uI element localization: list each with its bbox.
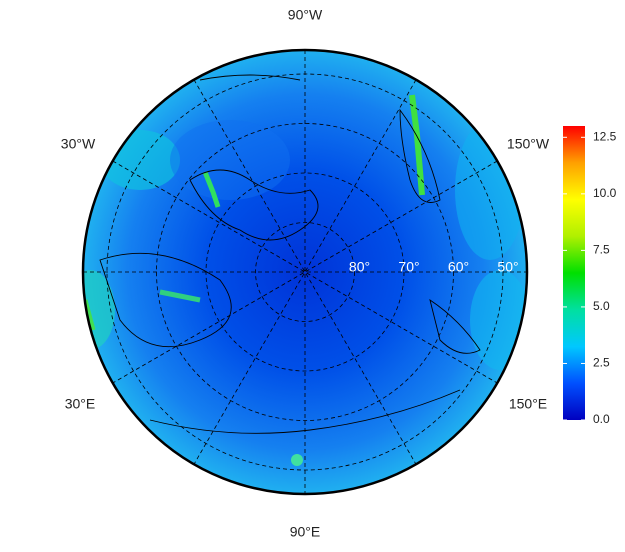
map-border — [81, 48, 529, 496]
parallel — [205, 172, 405, 372]
lon-label: 150°W — [507, 136, 550, 152]
colorbar-tick-label: 2.5 — [593, 356, 610, 370]
meridian — [112, 160, 498, 384]
colorbar-tick-label: 7.5 — [593, 243, 610, 257]
parallel — [156, 123, 454, 421]
colorbar-tick-label: 0.0 — [593, 412, 610, 426]
colorbar-scale — [563, 126, 585, 420]
lat-label: 50° — [497, 259, 518, 275]
lat-label: 80° — [349, 259, 370, 275]
lon-label: 90°W — [288, 7, 323, 23]
lon-label: 30°E — [65, 396, 96, 412]
lon-label: 150°E — [509, 396, 547, 412]
parallel — [106, 73, 504, 471]
parallel — [255, 222, 355, 322]
meridian — [193, 79, 417, 465]
colorbar-tick-label: 10.0 — [593, 186, 617, 200]
meridian — [112, 160, 498, 384]
lat-label: 60° — [448, 259, 469, 275]
graticule — [83, 50, 527, 494]
meridian — [193, 79, 417, 465]
lon-label: 30°W — [61, 136, 96, 152]
colorbar-tick-label: 12.5 — [593, 129, 617, 143]
colorbar: 0.0 2.5 5.0 7.5 10.0 12.5 — [563, 126, 617, 426]
lon-label: 90°E — [290, 524, 321, 540]
colorbar-tick-label: 5.0 — [593, 299, 610, 313]
lat-label: 70° — [398, 259, 419, 275]
